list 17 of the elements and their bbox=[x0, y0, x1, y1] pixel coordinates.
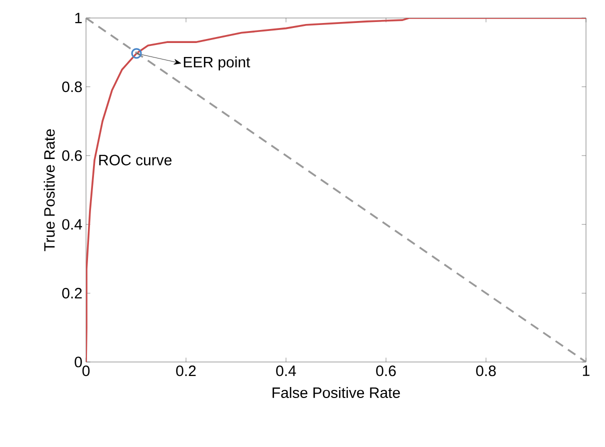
x-axis-title: False Positive Rate bbox=[272, 387, 400, 398]
y-tick-label: 0.6 bbox=[62, 150, 82, 161]
series-label: ROC curve bbox=[99, 154, 172, 166]
text: EER point bbox=[184, 56, 250, 70]
y-tick-label: 1 bbox=[75, 12, 82, 24]
x-tick-label: 0.2 bbox=[176, 366, 196, 376]
y-axis-title: True Positive Rate bbox=[44, 129, 55, 252]
x-tick-label: 0.8 bbox=[476, 366, 496, 376]
y-tick-label: 0.2 bbox=[62, 288, 82, 298]
x-tick-label: 0 bbox=[82, 366, 90, 376]
y-tick-label: 0 bbox=[74, 356, 82, 368]
x-tick-label: 1 bbox=[582, 366, 590, 376]
line-series bbox=[86, 18, 586, 362]
x-tick-label: 0.4 bbox=[276, 366, 296, 376]
y-tick-label: 0.8 bbox=[62, 81, 82, 92]
x-tick-label: 0.6 bbox=[376, 366, 396, 376]
y-tick-label: 0.4 bbox=[62, 219, 82, 230]
